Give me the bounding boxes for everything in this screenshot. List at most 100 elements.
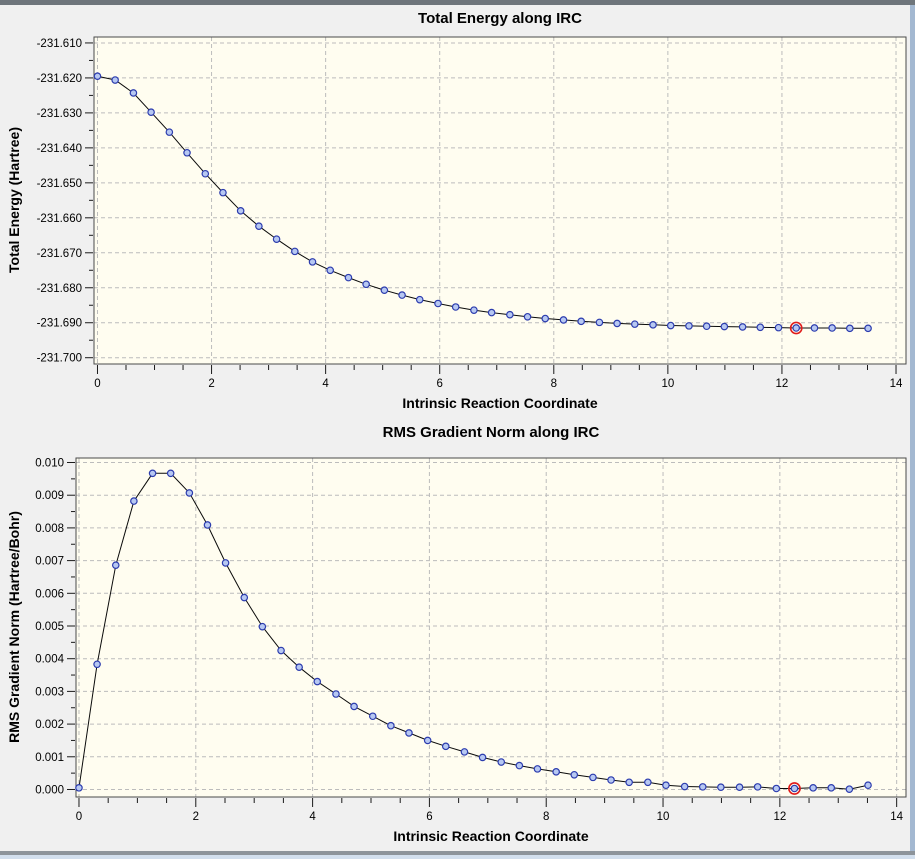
data-point[interactable]	[570, 770, 579, 779]
data-point[interactable]	[111, 76, 119, 84]
data-point[interactable]	[506, 310, 514, 319]
data-point[interactable]	[258, 622, 267, 631]
data-point[interactable]	[644, 778, 652, 787]
data-point[interactable]	[523, 312, 532, 321]
data-point[interactable]	[720, 322, 729, 331]
data-point[interactable]	[308, 258, 317, 266]
data-point[interactable]	[236, 207, 245, 215]
data-point[interactable]	[272, 235, 281, 243]
selected-data-point[interactable]	[790, 784, 799, 793]
data-point[interactable]	[487, 308, 496, 317]
data-point[interactable]	[649, 321, 657, 329]
data-point[interactable]	[255, 222, 263, 231]
data-point[interactable]	[702, 322, 711, 331]
data-point[interactable]	[380, 286, 389, 295]
data-point[interactable]	[666, 321, 675, 330]
data-point[interactable]	[864, 781, 872, 790]
data-point[interactable]	[680, 782, 689, 791]
plot-area[interactable]	[94, 37, 906, 364]
data-point[interactable]	[277, 646, 285, 655]
data-point[interactable]	[295, 663, 303, 671]
data-point[interactable]	[147, 108, 155, 116]
data-point[interactable]	[625, 778, 633, 787]
data-point[interactable]	[291, 247, 299, 256]
data-point[interactable]	[129, 89, 138, 97]
data-point[interactable]	[559, 316, 568, 324]
data-point[interactable]	[589, 773, 597, 782]
data-point[interactable]	[607, 776, 615, 784]
data-point[interactable]	[313, 677, 322, 686]
data-point[interactable]	[738, 323, 747, 331]
y-tick-label: -231.680	[37, 283, 82, 295]
data-point[interactable]	[717, 783, 725, 791]
data-point[interactable]	[533, 765, 542, 773]
data-point[interactable]	[470, 306, 478, 314]
data-point[interactable]	[148, 469, 157, 478]
x-tick-label: 14	[890, 811, 903, 823]
data-point[interactable]	[130, 497, 138, 505]
data-point[interactable]	[165, 128, 174, 136]
data-point[interactable]	[595, 318, 604, 327]
data-point[interactable]	[497, 758, 506, 766]
data-point[interactable]	[362, 280, 370, 289]
data-point[interactable]	[809, 784, 817, 792]
plot-area[interactable]	[76, 458, 906, 797]
data-point[interactable]	[735, 783, 744, 791]
data-point[interactable]	[344, 273, 353, 282]
data-point[interactable]	[552, 768, 560, 776]
data-point[interactable]	[423, 736, 432, 745]
data-point[interactable]	[864, 324, 872, 333]
data-point[interactable]	[577, 317, 585, 326]
data-point[interactable]	[219, 188, 227, 197]
data-point[interactable]	[460, 748, 469, 756]
data-point[interactable]	[111, 561, 120, 569]
data-point[interactable]	[75, 784, 83, 792]
data-point[interactable]	[774, 323, 783, 332]
data-point[interactable]	[398, 291, 406, 299]
data-point[interactable]	[221, 559, 230, 567]
data-point[interactable]	[451, 303, 460, 311]
data-point[interactable]	[93, 660, 101, 669]
data-point[interactable]	[166, 469, 175, 478]
data-point[interactable]	[415, 295, 424, 304]
data-point[interactable]	[478, 753, 487, 762]
data-point[interactable]	[326, 266, 334, 275]
data-point[interactable]	[541, 314, 550, 323]
data-point[interactable]	[203, 521, 212, 529]
data-point[interactable]	[630, 320, 639, 328]
data-point[interactable]	[772, 784, 781, 793]
data-point[interactable]	[698, 783, 707, 791]
data-point[interactable]	[183, 148, 191, 157]
data-point[interactable]	[810, 324, 819, 332]
data-point[interactable]	[240, 593, 249, 602]
data-point[interactable]	[434, 299, 442, 308]
data-point[interactable]	[405, 729, 413, 737]
data-point[interactable]	[846, 324, 854, 333]
data-point[interactable]	[756, 323, 765, 332]
data-point[interactable]	[662, 781, 670, 790]
data-point[interactable]	[350, 702, 358, 711]
data-point[interactable]	[368, 712, 377, 721]
y-tick-label: -231.610	[37, 38, 82, 50]
data-point[interactable]	[441, 742, 450, 751]
data-point[interactable]	[828, 324, 836, 332]
data-point[interactable]	[685, 322, 693, 330]
data-point[interactable]	[201, 169, 210, 178]
x-tick-label: 8	[543, 811, 549, 823]
data-point[interactable]	[845, 785, 854, 793]
data-point[interactable]	[827, 784, 836, 792]
selected-data-point[interactable]	[792, 324, 801, 332]
x-tick-label: 12	[776, 378, 789, 390]
data-point[interactable]	[387, 721, 395, 730]
data-point[interactable]	[753, 783, 762, 791]
data-points	[93, 72, 872, 333]
data-point[interactable]	[185, 489, 194, 497]
data-point[interactable]	[515, 761, 524, 770]
data-point[interactable]	[613, 319, 621, 328]
plot-border	[75, 457, 907, 798]
axis-ticks	[85, 42, 897, 374]
data-point[interactable]	[332, 690, 340, 698]
data-point[interactable]	[93, 72, 102, 80]
